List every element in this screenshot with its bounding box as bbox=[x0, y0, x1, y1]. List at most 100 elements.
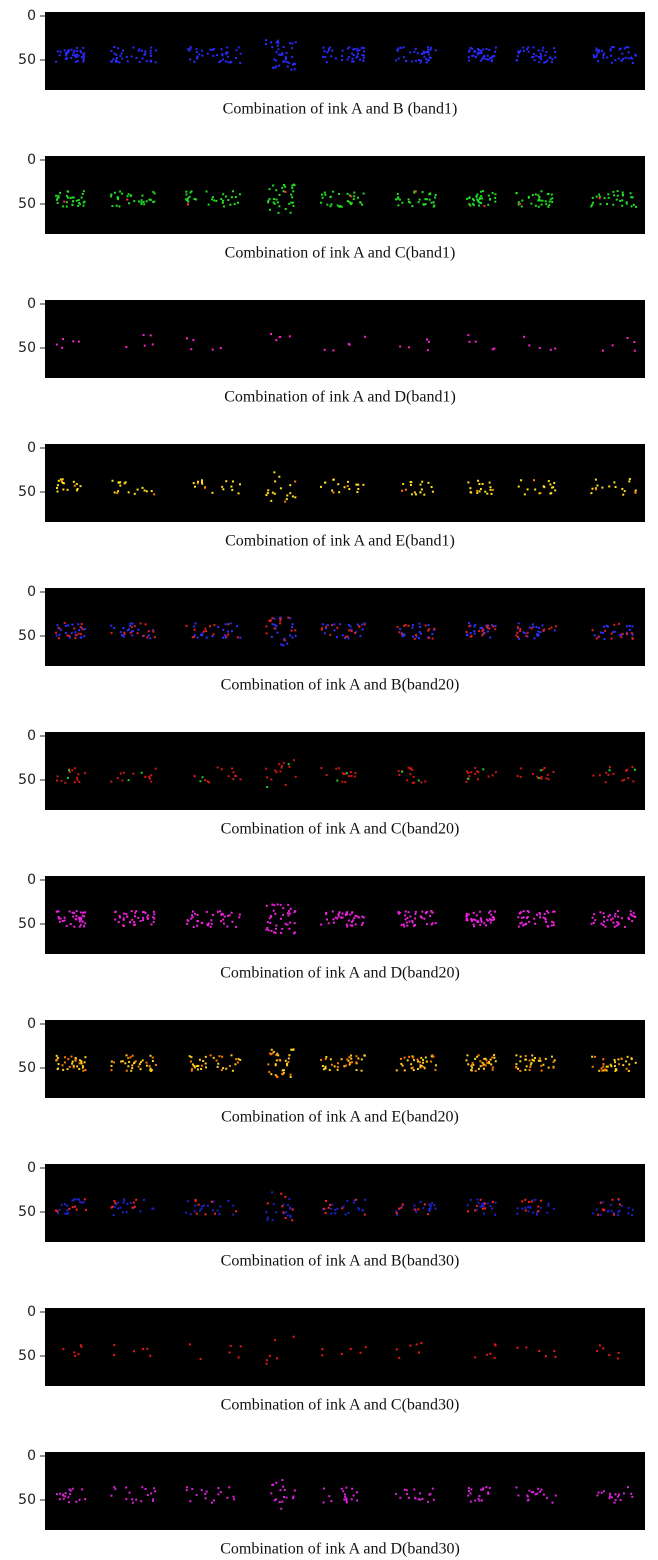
ink-dot bbox=[433, 627, 436, 630]
ink-dot bbox=[82, 190, 85, 193]
ink-dot bbox=[632, 203, 635, 206]
ink-dot bbox=[362, 483, 365, 486]
ink-dot bbox=[344, 1213, 347, 1216]
ink-dot bbox=[481, 197, 484, 200]
ink-dot bbox=[605, 202, 608, 205]
ink-dot bbox=[357, 1057, 360, 1060]
ink-dot bbox=[121, 49, 124, 52]
ink-dot bbox=[274, 1063, 277, 1066]
y-tick-label: 0 bbox=[27, 440, 36, 456]
ink-dot bbox=[221, 1055, 224, 1058]
ink-dot bbox=[284, 56, 287, 59]
ink-dot bbox=[329, 1058, 332, 1061]
ink-dot bbox=[111, 205, 114, 208]
ink-dot bbox=[129, 1201, 132, 1204]
ink-dot bbox=[363, 623, 366, 626]
ink-dot bbox=[110, 193, 113, 196]
ink-dot bbox=[601, 1069, 604, 1072]
ink-dot bbox=[430, 485, 433, 488]
ink-dot bbox=[346, 1199, 349, 1202]
ink-dot bbox=[538, 912, 541, 915]
ink-dot bbox=[57, 916, 60, 919]
ink-dot bbox=[485, 1059, 488, 1062]
ink-dot bbox=[516, 626, 519, 629]
ink-dot bbox=[615, 1068, 618, 1071]
ink-dot bbox=[212, 633, 215, 636]
ink-dot bbox=[119, 631, 122, 634]
ink-dot bbox=[62, 1497, 65, 1500]
ink-dot bbox=[546, 1497, 549, 1500]
ink-dot bbox=[120, 52, 123, 55]
ink-dot bbox=[434, 1064, 437, 1067]
ink-dot bbox=[516, 55, 519, 58]
ink-dot bbox=[631, 625, 634, 628]
ink-dot bbox=[231, 630, 234, 633]
ink-dot bbox=[204, 1055, 207, 1058]
ink-dot bbox=[75, 910, 78, 913]
ink-dot bbox=[141, 1347, 144, 1350]
ink-dot bbox=[609, 49, 612, 52]
ink-dot bbox=[282, 761, 285, 764]
ink-dot bbox=[349, 770, 352, 773]
ink-dot bbox=[521, 1200, 524, 1203]
ink-dot bbox=[608, 766, 611, 769]
ink-dot bbox=[414, 1208, 417, 1211]
ink-dot bbox=[515, 59, 518, 62]
ink-dot bbox=[603, 625, 606, 628]
ink-dot bbox=[344, 1064, 347, 1067]
ink-dot bbox=[110, 195, 113, 198]
ink-dot bbox=[554, 1355, 557, 1358]
ink-dot bbox=[415, 1343, 418, 1346]
ink-dot bbox=[398, 631, 401, 634]
ink-dot bbox=[135, 1498, 138, 1501]
ink-dot bbox=[67, 50, 70, 53]
ink-dot bbox=[231, 920, 234, 923]
ink-dot bbox=[66, 488, 69, 491]
ink-dot bbox=[420, 1064, 423, 1067]
ink-dot bbox=[77, 54, 80, 57]
ink-dot bbox=[69, 1489, 72, 1492]
ink-dot bbox=[139, 622, 142, 625]
ink-dot bbox=[73, 911, 76, 914]
ink-dot bbox=[489, 921, 492, 924]
ink-dot bbox=[336, 636, 339, 639]
ink-image bbox=[45, 1164, 645, 1242]
ink-dot bbox=[275, 51, 278, 54]
ink-dot bbox=[488, 627, 491, 630]
ink-dot bbox=[519, 1060, 522, 1063]
ink-dot bbox=[475, 56, 478, 59]
ink-dot bbox=[325, 911, 328, 914]
ink-dot bbox=[70, 632, 73, 635]
ink-dot bbox=[82, 204, 85, 207]
ink-dot bbox=[81, 192, 84, 195]
ink-dot bbox=[603, 1209, 606, 1212]
ink-dot bbox=[224, 52, 227, 55]
ink-dot bbox=[223, 205, 226, 208]
ink-dot bbox=[419, 491, 422, 494]
ink-dot bbox=[64, 1212, 67, 1215]
ink-dot bbox=[469, 1492, 472, 1495]
ink-dot bbox=[479, 202, 482, 205]
ink-dot bbox=[191, 916, 194, 919]
ink-dot bbox=[490, 913, 493, 916]
ink-dot bbox=[355, 1069, 358, 1072]
ink-dot bbox=[281, 927, 284, 930]
ink-dot bbox=[111, 479, 114, 482]
ink-dot bbox=[350, 775, 353, 778]
ink-dot bbox=[619, 199, 622, 202]
ink-dot bbox=[622, 58, 625, 61]
ink-dot bbox=[488, 1062, 491, 1065]
ink-dot bbox=[127, 1057, 130, 1060]
ink-dot bbox=[153, 1487, 156, 1490]
ink-dot bbox=[285, 498, 288, 501]
ink-dot bbox=[154, 767, 157, 770]
ink-dot bbox=[199, 780, 202, 783]
ink-dot bbox=[150, 774, 153, 777]
ink-dot bbox=[525, 48, 528, 51]
ink-dot bbox=[190, 1069, 193, 1072]
ink-dot bbox=[320, 193, 323, 196]
ink-dot bbox=[347, 919, 350, 922]
ink-dot bbox=[598, 774, 601, 777]
ink-dot bbox=[599, 1201, 602, 1204]
